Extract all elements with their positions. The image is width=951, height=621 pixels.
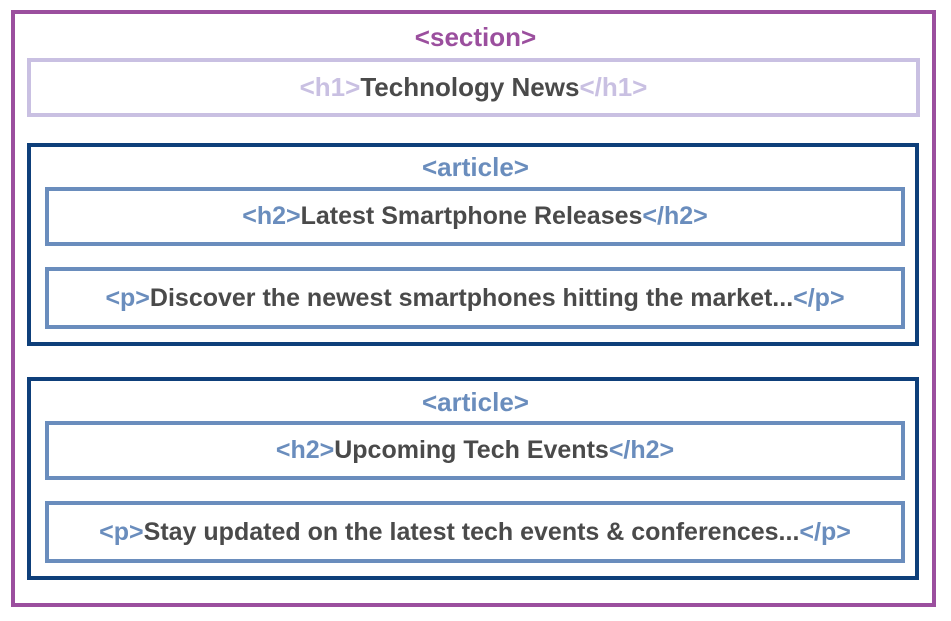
h2-text-2: Upcoming Tech Events (334, 436, 609, 464)
h2-box-2: <h2> Upcoming Tech Events </h2> (45, 421, 905, 480)
p-box-2: <p> Stay updated on the latest tech event… (45, 501, 905, 563)
p-box-1: <p> Discover the newest smartphones hitti… (45, 267, 905, 329)
p-open-tag-1: <p> (105, 283, 150, 312)
h1-close-tag: </h1> (579, 72, 648, 102)
p-row-2: <p> Stay updated on the latest tech event… (49, 505, 901, 559)
h2-close-tag-1: </h2> (642, 202, 708, 230)
h1-row: <h1> Technology News </h1> (31, 62, 916, 113)
p-close-tag-1: </p> (793, 283, 845, 312)
h2-open-tag-1: <h2> (242, 202, 301, 230)
h1-box: <h1> Technology News </h1> (27, 58, 920, 117)
h2-row-1: <h2> Latest Smartphone Releases </h2> (49, 191, 901, 242)
h2-open-tag-2: <h2> (275, 436, 335, 464)
article-tag-1: <article> (422, 152, 529, 182)
p-open-tag-2: <p> (99, 517, 144, 546)
p-text-2: Stay updated on the latest tech events &… (143, 517, 800, 546)
h2-text-1: Latest Smartphone Releases (300, 202, 643, 230)
p-text-1: Discover the newest smartphones hitting … (149, 283, 794, 312)
p-close-tag-2: </p> (799, 517, 851, 546)
h2-row-2: <h2> Upcoming Tech Events </h2> (49, 425, 901, 476)
article-tag-2: <article> (422, 387, 529, 417)
h2-box-1: <h2> Latest Smartphone Releases </h2> (45, 187, 905, 246)
h1-text: Technology News (360, 72, 580, 102)
h2-close-tag-2: </h2> (608, 436, 675, 464)
section-tag: <section> (414, 22, 537, 52)
h1-open-tag: <h1> (299, 72, 361, 102)
p-row-1: <p> Discover the newest smartphones hitti… (49, 271, 901, 325)
